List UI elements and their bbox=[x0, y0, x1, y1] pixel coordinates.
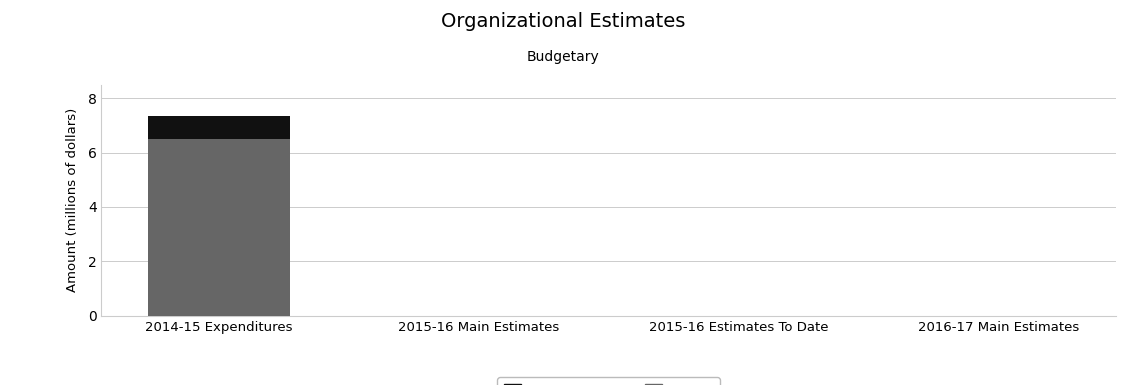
Bar bbox=[148, 116, 291, 139]
Y-axis label: Amount (millions of dollars): Amount (millions of dollars) bbox=[66, 108, 79, 292]
Text: Budgetary: Budgetary bbox=[527, 50, 600, 64]
Legend: Total Statutory, Voted: Total Statutory, Voted bbox=[497, 378, 720, 385]
Bar bbox=[148, 139, 291, 316]
Text: Organizational Estimates: Organizational Estimates bbox=[442, 12, 685, 30]
